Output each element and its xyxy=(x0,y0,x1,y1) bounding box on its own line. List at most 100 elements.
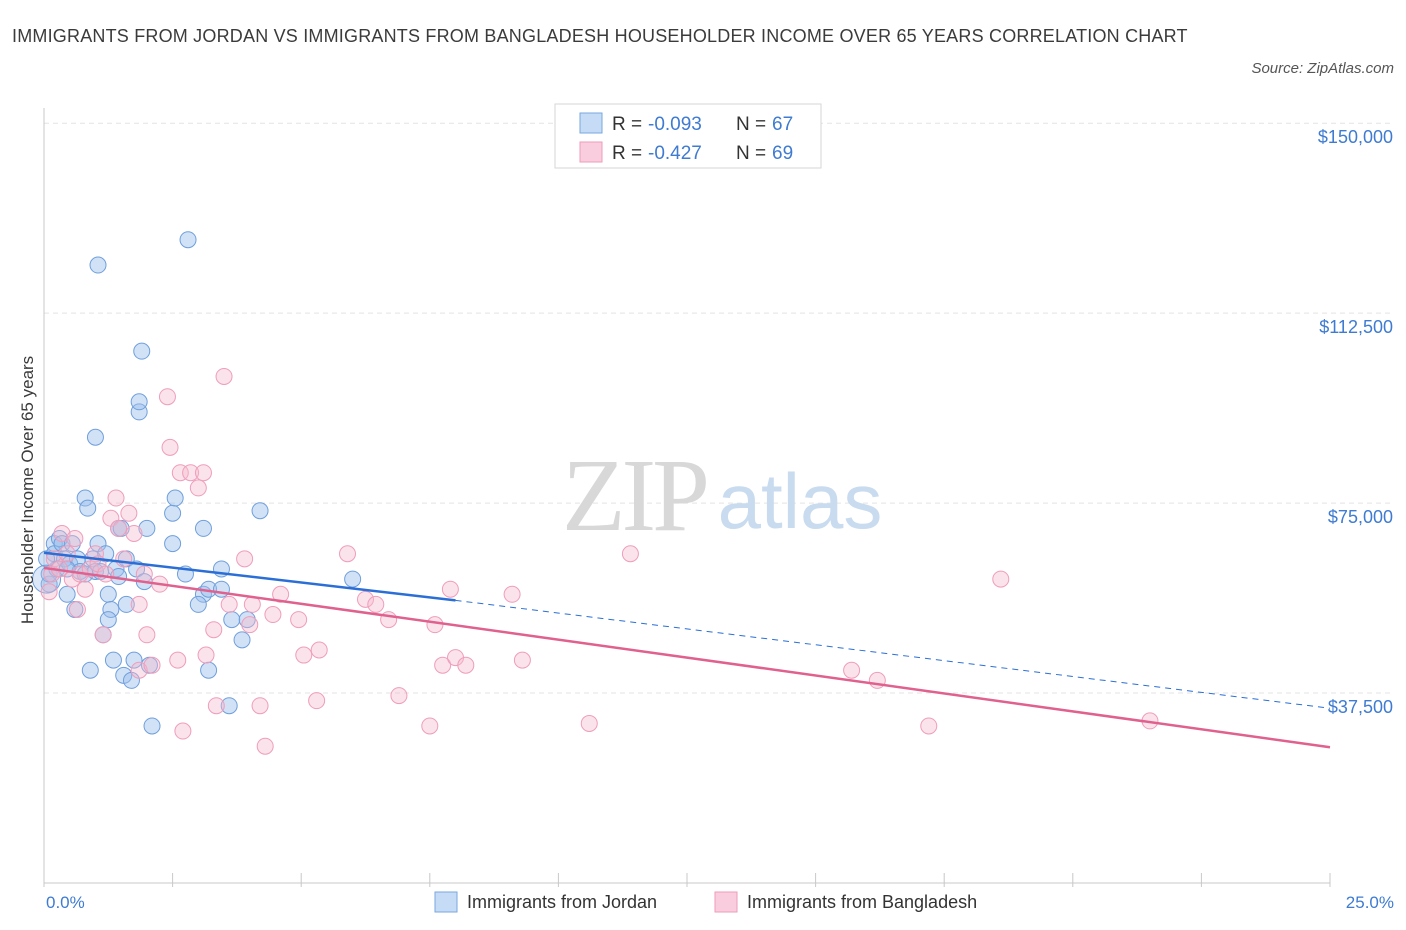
bangladesh-point-42 xyxy=(241,616,259,634)
bangladesh-point-66 xyxy=(621,545,639,563)
jordan-point-15 xyxy=(76,489,94,507)
legend-swatch-jordan xyxy=(434,891,458,913)
bangladesh-point-52 xyxy=(338,545,356,563)
bangladesh-point-10 xyxy=(76,580,94,598)
bangladesh-point-57 xyxy=(421,717,439,735)
bangladesh-point-38 xyxy=(207,697,225,715)
legend-swatch-bangladesh xyxy=(714,891,738,913)
bangladesh-point-69 xyxy=(920,717,938,735)
jordan-point-46 xyxy=(164,535,182,553)
bottom-legend: Immigrants from Jordan Immigrants from B… xyxy=(434,891,977,913)
jordan-point-8 xyxy=(58,585,76,603)
watermark: ZIP atlas xyxy=(562,438,882,553)
bangladesh-point-25 xyxy=(138,626,156,644)
jordan-point-26 xyxy=(99,585,117,603)
jordan-point-61 xyxy=(251,502,269,520)
jordan-point-41 xyxy=(133,342,151,360)
jordan-point-58 xyxy=(223,611,241,629)
y-tick-label-1: $75,000 xyxy=(1328,507,1393,527)
jordan-point-40 xyxy=(130,393,148,411)
bangladesh-point-45 xyxy=(256,737,274,755)
bangladesh-point-35 xyxy=(194,464,212,482)
y-tick-labels: $37,500 $75,000 $112,500 $150,000 xyxy=(1318,127,1393,717)
bangladesh-point-19 xyxy=(115,550,133,568)
stats-n-value-jordan: 67 xyxy=(772,114,793,135)
bangladesh-point-22 xyxy=(130,661,148,679)
y-tick-label-0: $37,500 xyxy=(1328,697,1393,717)
jordan-point-45 xyxy=(143,717,161,735)
jordan-point-28 xyxy=(104,651,122,669)
bangladesh-point-15 xyxy=(97,565,115,583)
jordan-point-20 xyxy=(86,428,104,446)
stats-n-label-jordan: N = xyxy=(736,114,766,135)
stats-r-value-jordan: -0.093 xyxy=(648,114,702,135)
bangladesh-point-18 xyxy=(110,519,128,537)
bangladesh-point-59 xyxy=(434,656,452,674)
axes xyxy=(43,108,1331,887)
jordan-point-16 xyxy=(79,499,97,517)
jordan-point-cluster xyxy=(32,564,62,594)
jordan-point-17 xyxy=(81,661,99,679)
stats-r-value-bangladesh: -0.427 xyxy=(648,143,702,164)
bangladesh-point-21 xyxy=(125,524,143,542)
bangladesh-point-28 xyxy=(158,388,176,406)
bangladesh-point-31 xyxy=(171,464,189,482)
bangladesh-point-36 xyxy=(197,646,215,664)
watermark-atlas: atlas xyxy=(718,457,883,545)
jordan-point-35 xyxy=(117,595,135,613)
jordan-point-50 xyxy=(179,231,197,249)
watermark-zip: ZIP xyxy=(562,438,706,553)
jordan-point-39 xyxy=(130,403,148,421)
jordan-point-54 xyxy=(200,661,218,679)
bangladesh-point-44 xyxy=(251,697,269,715)
jordan-point-47 xyxy=(164,504,182,522)
bangladesh-point-48 xyxy=(290,611,308,629)
bangladesh-point-17 xyxy=(107,489,125,507)
stats-swatch-bangladesh xyxy=(579,141,603,163)
jordan-point-43 xyxy=(138,519,156,537)
bangladesh-point-49 xyxy=(295,646,313,664)
bangladesh-point-54 xyxy=(367,595,385,613)
bangladesh-point-37 xyxy=(205,621,223,639)
bangladesh-point-23 xyxy=(130,595,148,613)
bangladesh-point-65 xyxy=(580,714,598,732)
trend-line-jordan-extension xyxy=(455,599,1331,709)
bangladesh-point-40 xyxy=(220,595,238,613)
bangladesh-point-41 xyxy=(236,550,254,568)
stats-swatch-jordan xyxy=(579,112,603,134)
bangladesh-point-14 xyxy=(94,626,112,644)
x-tick-label-max: 25.0% xyxy=(1346,893,1394,912)
y-tick-label-3: $150,000 xyxy=(1318,127,1393,147)
jordan-point-51 xyxy=(194,519,212,537)
jordan-point-62 xyxy=(344,570,362,588)
bangladesh-point-67 xyxy=(843,661,861,679)
bangladesh-point-70 xyxy=(992,570,1010,588)
stats-r-label-jordan: R = xyxy=(612,114,642,135)
x-tick-label-min: 0.0% xyxy=(46,893,85,912)
jordan-point-21 xyxy=(89,256,107,274)
y-axis-title: Householder Income Over 65 years xyxy=(18,356,37,624)
bangladesh-point-39 xyxy=(215,367,233,385)
bangladesh-point-26 xyxy=(143,656,161,674)
jordan-point-60 xyxy=(238,611,256,629)
bangladesh-point-4 xyxy=(53,524,71,542)
bangladesh-point-58 xyxy=(426,616,444,634)
bangladesh-point-30 xyxy=(169,651,187,669)
bangladesh-point-0 xyxy=(40,583,58,601)
bangladesh-point-24 xyxy=(135,565,153,583)
jordan-point-5 xyxy=(50,530,68,548)
jordan-point-55 xyxy=(212,580,230,598)
bangladesh-point-64 xyxy=(513,651,531,669)
bangladesh-point-33 xyxy=(182,464,200,482)
bangladesh-point-32 xyxy=(174,722,192,740)
trend-line-jordan xyxy=(43,551,456,602)
jordan-point-57 xyxy=(220,697,238,715)
stats-legend: R = -0.093 N = 67 R = -0.427 N = 69 xyxy=(554,103,822,169)
jordan-point-48 xyxy=(166,489,184,507)
jordan-point-65 xyxy=(99,611,117,629)
bangladesh-point-34 xyxy=(189,479,207,497)
bangladesh-point-62 xyxy=(457,656,475,674)
bangladesh-point-56 xyxy=(390,687,408,705)
bangladesh-point-63 xyxy=(503,585,521,603)
